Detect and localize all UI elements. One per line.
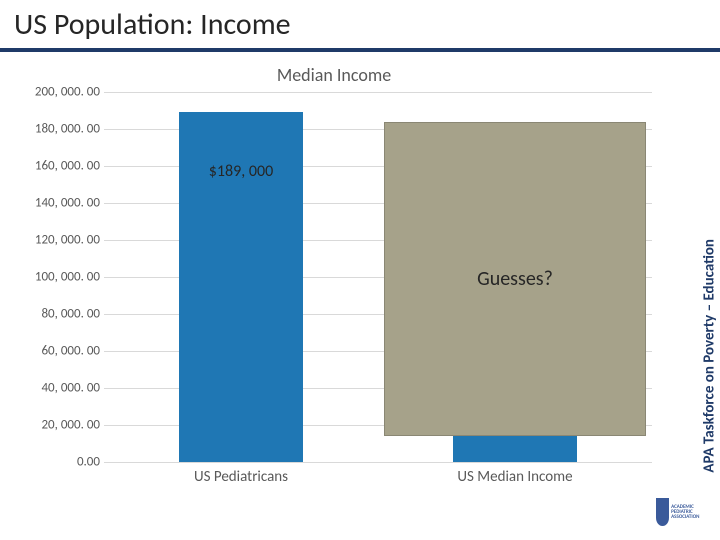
bars-area: $189, 000 Guesses?	[104, 92, 652, 462]
y-tick-label: 60, 000. 00	[41, 344, 100, 359]
x-axis-label: US Pediatricans	[194, 468, 288, 486]
y-tick-label: 180, 000. 00	[35, 122, 100, 137]
chart-container: Median Income 0.00 20, 000. 00 40, 000. 00…	[14, 60, 654, 520]
logo-text: ACADEMIC PEDIATRIC ASSOCIATION	[671, 505, 712, 520]
y-tick-label: 20, 000. 00	[41, 418, 100, 433]
page-title: US Population: Income	[14, 6, 291, 43]
y-tick-label: 200, 000. 00	[35, 85, 100, 100]
guesses-overlay: Guesses?	[384, 122, 646, 437]
y-tick-label: 120, 000. 00	[35, 233, 100, 248]
grid-line	[104, 462, 652, 463]
sidebar-vertical-label: APA Taskforce on Poverty – Education	[701, 239, 719, 473]
y-tick-label: 40, 000. 00	[41, 381, 100, 396]
header-bar: US Population: Income	[0, 0, 720, 52]
y-tick-label: 80, 000. 00	[41, 307, 100, 322]
chart-title: Median Income	[14, 64, 654, 86]
y-tick-label: 100, 000. 00	[35, 270, 100, 285]
y-tick-label: 0.00	[77, 455, 100, 470]
chart-plot: 0.00 20, 000. 00 40, 000. 00 60, 000. 00 80,…	[14, 92, 654, 502]
logo-shield-icon	[656, 498, 669, 526]
x-axis-labels: US Pediatricans US Median Income	[104, 468, 652, 498]
x-axis-label: US Median Income	[457, 468, 572, 486]
y-tick-label: 160, 000. 00	[35, 159, 100, 174]
bar-value-label: $189, 000	[179, 162, 302, 181]
y-tick-label: 140, 000. 00	[35, 196, 100, 211]
footer-logo: ACADEMIC PEDIATRIC ASSOCIATION	[656, 492, 712, 532]
y-axis: 0.0020, 000. 0040, 000. 0060, 000. 0080,…	[14, 92, 104, 462]
